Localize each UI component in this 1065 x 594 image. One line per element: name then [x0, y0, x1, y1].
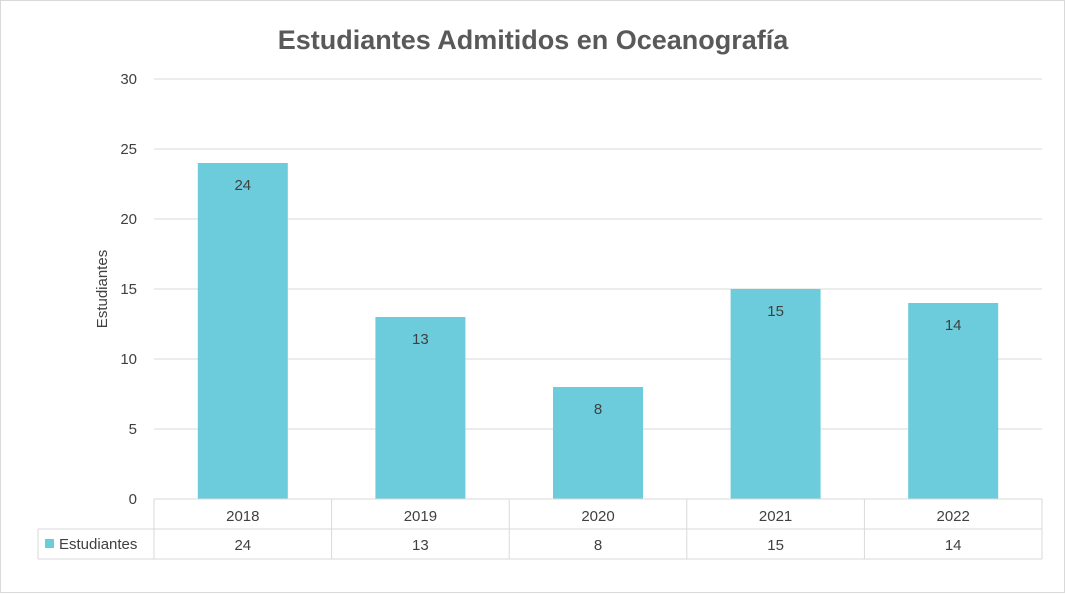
chart-title: Estudiantes Admitidos en Oceanografía — [278, 25, 790, 55]
x-category-label: 2019 — [404, 508, 437, 525]
y-tick-label: 30 — [120, 71, 137, 88]
table-value: 13 — [412, 537, 429, 554]
bars — [197, 163, 999, 499]
bar — [908, 303, 999, 499]
bar — [730, 289, 821, 499]
y-tick-label: 15 — [120, 281, 137, 298]
y-tick-label: 10 — [120, 351, 137, 368]
y-tick-label: 20 — [120, 211, 137, 228]
data-labels: 24 13 8 15 14 — [234, 177, 961, 418]
data-label: 8 — [594, 401, 602, 418]
data-label: 13 — [412, 331, 429, 348]
series-name: Estudiantes — [59, 536, 137, 553]
data-label: 15 — [767, 303, 784, 320]
table-value: 8 — [594, 537, 602, 554]
data-table: 2018 2019 2020 2021 2022 Estudiantes 24 13 8 15 14 — [37, 498, 1043, 560]
table-value: 24 — [234, 537, 251, 554]
x-category-label: 2021 — [759, 508, 792, 525]
y-tick-label: 25 — [120, 141, 137, 158]
bar — [197, 163, 288, 499]
legend-key — [45, 539, 54, 548]
y-tick-label: 0 — [129, 491, 137, 508]
gridlines — [154, 78, 1042, 500]
y-tick-label: 5 — [129, 421, 137, 438]
x-category-label: 2022 — [937, 508, 970, 525]
bar — [553, 387, 643, 499]
y-axis-title: Estudiantes — [94, 250, 111, 328]
data-label: 14 — [945, 317, 962, 334]
x-category-label: 2018 — [226, 508, 259, 525]
data-label: 24 — [234, 177, 251, 194]
table-value: 15 — [767, 537, 784, 554]
bar — [375, 317, 466, 499]
y-axis: 0 5 10 15 20 25 30 — [120, 71, 137, 508]
x-category-label: 2020 — [581, 508, 614, 525]
table-value: 14 — [945, 537, 962, 554]
